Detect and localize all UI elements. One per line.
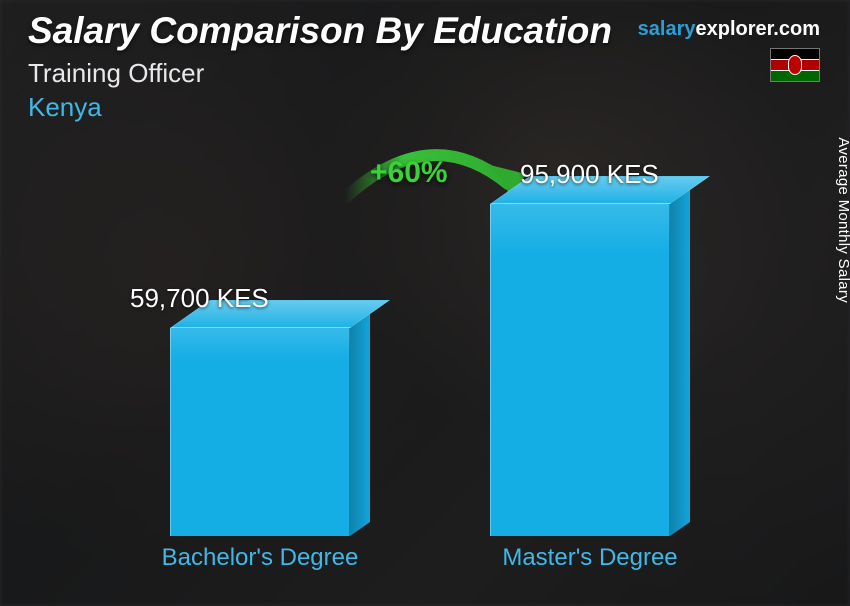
infographic-content: Salary Comparison By Education Training … [0, 0, 850, 606]
bar-side [350, 314, 370, 536]
site-branding: salaryexplorer.com [638, 18, 820, 41]
bar-side [670, 190, 690, 536]
bar-bachelor [170, 328, 350, 536]
country-flag-icon [770, 48, 820, 82]
percent-increase-badge: +60% [370, 156, 448, 190]
bar-front [490, 204, 670, 536]
branding-prefix: salary [638, 18, 696, 40]
chart-subtitle: Training Officer [28, 58, 204, 89]
chart-country: Kenya [28, 92, 102, 123]
branding-suffix: explorer.com [695, 18, 820, 40]
y-axis-label: Average Monthly Salary [836, 137, 850, 303]
bar-chart: +60% 59,700 KES Bachelor's Degree 95,900 K… [0, 150, 790, 576]
bar-label-bachelor: Bachelor's Degree [130, 544, 390, 572]
bar-value-master: 95,900 KES [520, 159, 659, 190]
chart-title: Salary Comparison By Education [28, 10, 612, 52]
bar-master [490, 204, 670, 536]
bar-label-master: Master's Degree [460, 544, 720, 572]
bar-value-bachelor: 59,700 KES [130, 283, 269, 314]
bar-front [170, 328, 350, 536]
flag-shield-icon [788, 55, 802, 75]
